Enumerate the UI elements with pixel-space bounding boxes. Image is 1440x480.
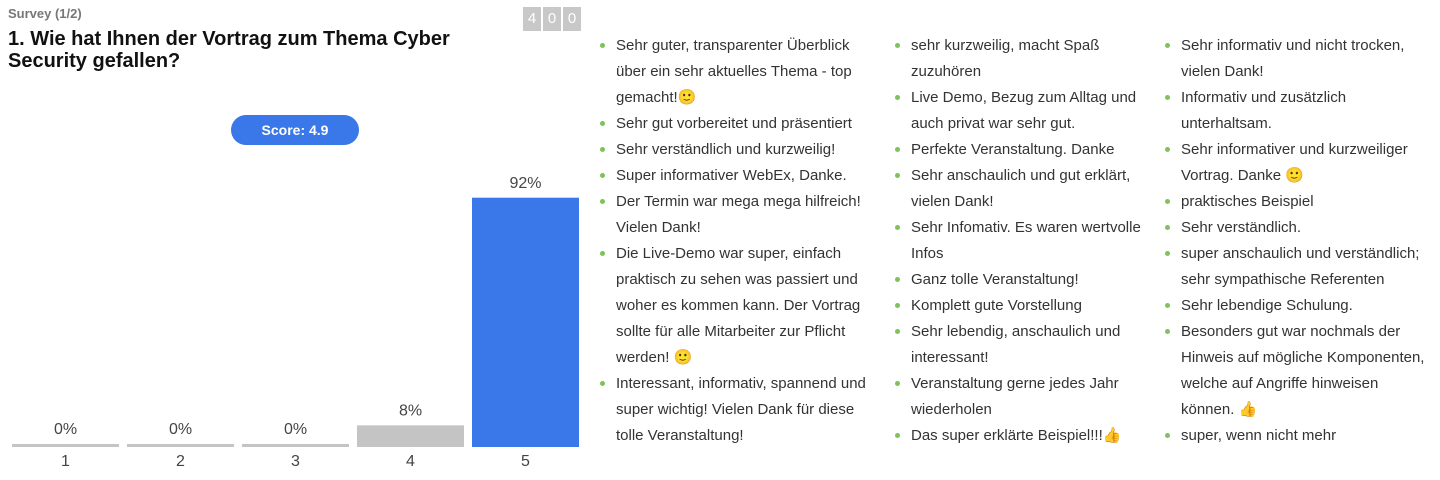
comment: super anschaulich und verständlich; sehr… <box>1165 241 1433 293</box>
x-tick-label: 3 <box>291 453 300 470</box>
comment: Sehr gut vorbereitet und präsentiert <box>600 111 875 137</box>
comment: super, wenn nicht mehr <box>1165 423 1433 449</box>
comment: Sehr verständlich und kurzweilig! <box>600 137 875 163</box>
value-label: 92% <box>509 175 541 192</box>
comment: Sehr verständlich. <box>1165 215 1433 241</box>
comment-column: sehr kurzweilig, macht Spaß zuzuhören Liv… <box>895 33 1153 449</box>
comment: Veranstaltung gerne jedes Jahr wiederhol… <box>895 371 1153 423</box>
x-tick-label: 5 <box>521 453 530 470</box>
counter-digit: 0 <box>543 7 561 31</box>
comment: Besonders gut war nochmals der Hinweis a… <box>1165 319 1433 423</box>
chart: 0% 1 0% 2 0% 3 8% 4 92% 5 <box>12 175 579 470</box>
comment: Sehr lebendige Schulung. <box>1165 293 1433 319</box>
comment: Interessant, informativ, spannend und su… <box>600 371 875 449</box>
bar-baseline <box>242 444 349 447</box>
comment: Informativ und zusätzlich unterhaltsam. <box>1165 85 1433 137</box>
comment: praktisches Beispiel <box>1165 189 1433 215</box>
x-tick-label: 2 <box>176 453 185 470</box>
response-counter: 4 0 0 <box>523 7 581 31</box>
question: 1. Wie hat Ihnen der Vortrag zum Thema C… <box>8 28 450 72</box>
value-label: 8% <box>399 403 422 420</box>
comment: Perfekte Veranstaltung. Danke <box>895 137 1153 163</box>
comment-column: Sehr guter, transparenter Überblick über… <box>600 33 875 449</box>
comment: Der Termin war mega mega hilfreich! Viel… <box>600 189 875 241</box>
bar-baseline <box>12 444 119 447</box>
counter-digit: 4 <box>523 7 541 31</box>
comment: Live Demo, Bezug zum Alltag und auch pri… <box>895 85 1153 137</box>
comment-column: Sehr informativ und nicht trocken, viele… <box>1165 33 1433 449</box>
bar <box>472 197 579 447</box>
comment: Komplett gute Vorstellung <box>895 293 1153 319</box>
counter-digit: 0 <box>563 7 581 31</box>
comment: Das super erklärte Beispiel!!!👍 <box>895 423 1153 449</box>
comment: Sehr informativ und nicht trocken, viele… <box>1165 33 1433 85</box>
value-label: 0% <box>284 421 307 438</box>
comment: Sehr informativer und kurzweiliger Vortr… <box>1165 137 1433 189</box>
survey-step: Survey (1/2) <box>8 6 82 21</box>
comment: Sehr anschaulich und gut erklärt, vielen… <box>895 163 1153 215</box>
bar <box>357 425 464 447</box>
bar-baseline <box>127 444 234 447</box>
score-badge: Score: 4.9 <box>231 115 359 145</box>
value-label: 0% <box>169 421 192 438</box>
comment: Ganz tolle Veranstaltung! <box>895 267 1153 293</box>
comment: Die Live-Demo war super, einfach praktis… <box>600 241 875 371</box>
comment: Sehr lebendig, anschaulich und interessa… <box>895 319 1153 371</box>
comment: Super informativer WebEx, Danke. <box>600 163 875 189</box>
comment: Sehr guter, transparenter Überblick über… <box>600 33 875 111</box>
x-tick-label: 1 <box>61 453 70 470</box>
value-label: 0% <box>54 421 77 438</box>
comment: sehr kurzweilig, macht Spaß zuzuhören <box>895 33 1153 85</box>
comment: Sehr Infomativ. Es waren wertvolle Infos <box>895 215 1153 267</box>
x-tick-label: 4 <box>406 453 415 470</box>
